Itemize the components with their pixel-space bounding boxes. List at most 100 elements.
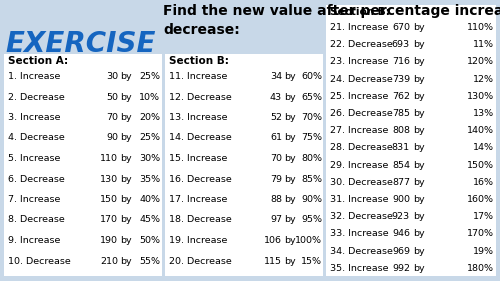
Text: by: by	[413, 178, 424, 187]
Text: 900: 900	[392, 195, 410, 204]
Text: 12%: 12%	[473, 74, 494, 84]
Text: by: by	[284, 154, 296, 163]
Text: by: by	[413, 92, 424, 101]
Text: 30: 30	[106, 72, 118, 81]
Text: 33. Increase: 33. Increase	[330, 229, 388, 238]
Text: 210: 210	[100, 257, 118, 266]
Text: by: by	[413, 247, 424, 256]
Text: 11%: 11%	[473, 40, 494, 49]
Text: Section A:: Section A:	[8, 56, 68, 66]
Text: 170: 170	[100, 216, 118, 225]
Text: 693: 693	[392, 40, 410, 49]
Text: by: by	[120, 236, 132, 245]
Text: 992: 992	[392, 264, 410, 273]
Text: 88: 88	[270, 195, 282, 204]
Text: 12. Decrease: 12. Decrease	[169, 92, 232, 101]
Text: 11. Increase: 11. Increase	[169, 72, 228, 81]
Text: 8. Decrease: 8. Decrease	[8, 216, 65, 225]
Text: 21. Increase: 21. Increase	[330, 23, 388, 32]
Text: by: by	[284, 236, 296, 245]
Text: 34: 34	[270, 72, 282, 81]
Text: by: by	[120, 133, 132, 142]
Text: 20%: 20%	[139, 113, 160, 122]
Text: by: by	[284, 113, 296, 122]
Text: 52: 52	[270, 113, 282, 122]
Text: 20. Decrease: 20. Decrease	[169, 257, 232, 266]
Text: 15%: 15%	[301, 257, 322, 266]
Text: by: by	[413, 23, 424, 32]
Text: 670: 670	[392, 23, 410, 32]
Bar	[4, 54, 162, 276]
Text: 130%: 130%	[467, 92, 494, 101]
Text: by: by	[120, 257, 132, 266]
Text: by: by	[413, 229, 424, 238]
Text: by: by	[120, 175, 132, 183]
Text: by: by	[284, 195, 296, 204]
Text: by: by	[413, 109, 424, 118]
Text: 110: 110	[100, 154, 118, 163]
Text: 90%: 90%	[301, 195, 322, 204]
Text: by: by	[413, 195, 424, 204]
Text: 15. Increase: 15. Increase	[169, 154, 228, 163]
Text: EXERCISE: EXERCISE	[5, 30, 156, 58]
Text: by: by	[413, 40, 424, 49]
Text: by: by	[413, 212, 424, 221]
Text: by: by	[413, 57, 424, 66]
Text: 13. Increase: 13. Increase	[169, 113, 228, 122]
Text: 85%: 85%	[301, 175, 322, 183]
Text: by: by	[120, 216, 132, 225]
Text: 90: 90	[106, 133, 118, 142]
Text: by: by	[413, 74, 424, 84]
Text: by: by	[284, 216, 296, 225]
Text: 808: 808	[392, 126, 410, 135]
Text: 10%: 10%	[139, 92, 160, 101]
Text: by: by	[120, 72, 132, 81]
Text: 120%: 120%	[467, 57, 494, 66]
Text: 9. Increase: 9. Increase	[8, 236, 60, 245]
Text: 70: 70	[270, 154, 282, 163]
Text: by: by	[413, 126, 424, 135]
Text: 30%: 30%	[139, 154, 160, 163]
Text: 19. Increase: 19. Increase	[169, 236, 228, 245]
Text: 61: 61	[270, 133, 282, 142]
Text: 150: 150	[100, 195, 118, 204]
Text: 34. Decrease: 34. Decrease	[330, 247, 393, 256]
Text: 1. Increase: 1. Increase	[8, 72, 60, 81]
Text: Find the new value after percentage increase or
decrease:: Find the new value after percentage incr…	[163, 4, 500, 37]
Text: 60%: 60%	[301, 72, 322, 81]
Text: by: by	[120, 195, 132, 204]
Text: 4. Decrease: 4. Decrease	[8, 133, 65, 142]
Text: 79: 79	[270, 175, 282, 183]
Text: 14. Decrease: 14. Decrease	[169, 133, 232, 142]
Text: 10. Decrease: 10. Decrease	[8, 257, 71, 266]
Text: 2. Decrease: 2. Decrease	[8, 92, 65, 101]
Text: by: by	[284, 257, 296, 266]
Text: by: by	[120, 154, 132, 163]
Text: by: by	[284, 175, 296, 183]
Text: 75%: 75%	[301, 133, 322, 142]
Text: by: by	[284, 133, 296, 142]
Text: 110%: 110%	[467, 23, 494, 32]
Bar	[326, 5, 496, 276]
Text: 150%: 150%	[467, 161, 494, 170]
Text: by: by	[120, 92, 132, 101]
Text: 32. Decrease: 32. Decrease	[330, 212, 393, 221]
Text: 55%: 55%	[139, 257, 160, 266]
Text: 17. Increase: 17. Increase	[169, 195, 228, 204]
Text: 160%: 160%	[467, 195, 494, 204]
Text: 190: 190	[100, 236, 118, 245]
Text: 80%: 80%	[301, 154, 322, 163]
Text: 115: 115	[264, 257, 282, 266]
Text: 831: 831	[392, 143, 410, 152]
Text: 30. Decrease: 30. Decrease	[330, 178, 393, 187]
Text: Section B:: Section B:	[169, 56, 229, 66]
Text: 106: 106	[264, 236, 282, 245]
Text: 3. Increase: 3. Increase	[8, 113, 60, 122]
Text: 28. Decrease: 28. Decrease	[330, 143, 393, 152]
Text: 35%: 35%	[139, 175, 160, 183]
Text: 19%: 19%	[473, 247, 494, 256]
Text: by: by	[413, 264, 424, 273]
Text: 100%: 100%	[295, 236, 322, 245]
Text: 70: 70	[106, 113, 118, 122]
Text: 716: 716	[392, 57, 410, 66]
